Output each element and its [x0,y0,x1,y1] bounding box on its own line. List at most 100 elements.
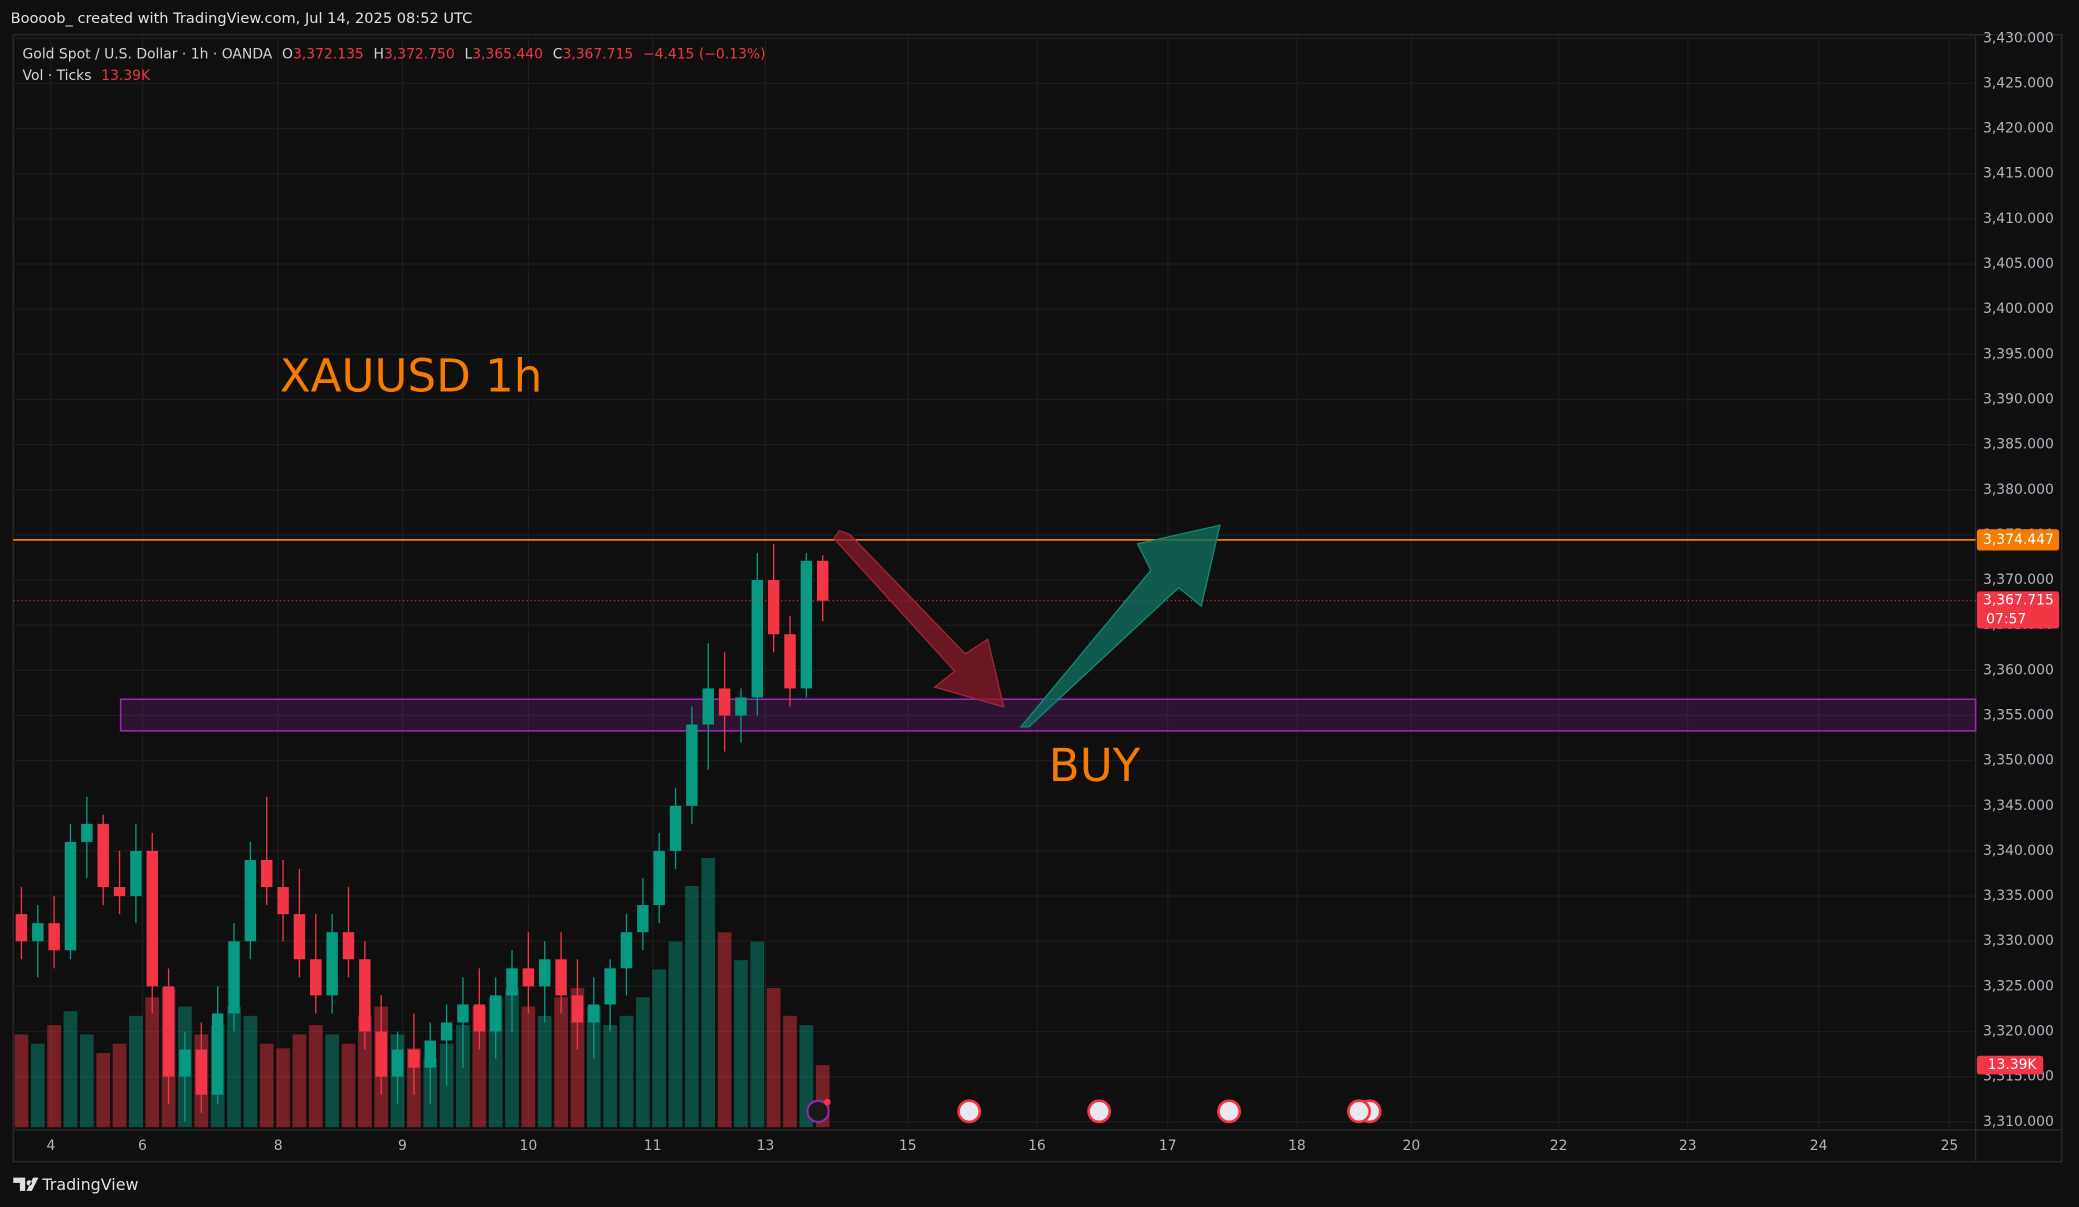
volume-bar [783,1015,797,1128]
event-icon [957,1099,982,1124]
legend-change: −4.415 (−0.13%) [643,47,766,63]
candle-body [571,995,584,1023]
volume-bar [766,988,781,1128]
candle-body [293,914,306,960]
y-tick-label: 3,385.000 [1983,437,2054,453]
volume-bar [717,932,732,1128]
price-tag [1976,529,2060,551]
plot: 3,310.0003,315.0003,320.0003,325.0003,33… [13,30,2060,1154]
volume-bar [701,858,716,1128]
x-tick-label: 9 [398,1138,407,1154]
legend-volume: Vol · Ticks 13.39K [23,68,151,84]
volume-bar [227,1006,241,1128]
candle-body [637,905,649,933]
volume-bar [456,1025,470,1128]
x-tick-label: 18 [1288,1138,1306,1154]
volume-bar [47,1025,61,1128]
last-price-tag [1976,591,2060,629]
event-icon [1347,1099,1371,1124]
candle-body [244,859,257,942]
candle-body [489,995,502,1032]
y-tick-label: 3,355.000 [1983,707,2054,723]
y-tick-label: 3,400.000 [1983,301,2054,317]
x-tick-label: 16 [1028,1138,1046,1154]
volume-bar [586,1006,601,1128]
volume-tag [1976,1055,2044,1075]
candle-body [228,941,240,1014]
x-tick-label: 23 [1679,1138,1697,1154]
candle-body [277,887,289,915]
volume-bar [63,1011,78,1128]
volume-bar [276,1048,290,1128]
x-tick-label: 13 [757,1138,775,1154]
annotation-title: XAUUSD 1h [280,349,543,402]
candle-body [440,1022,453,1041]
legend-symbol: Gold Spot / U.S. Dollar · 1h · OANDA [23,47,273,63]
ohlc-value: 3,372.135 [293,47,364,63]
candle-body [81,823,93,842]
header-title: Boooob_ created with TradingView.com, Ju… [11,10,473,27]
x-tick-label: 25 [1941,1138,1959,1154]
volume-bar [603,1025,617,1128]
event-dot [824,1098,831,1106]
y-tick-label: 3,345.000 [1983,798,2054,814]
events [806,1098,1382,1124]
volume-bar [668,941,683,1128]
annotation-buy: BUY [1049,739,1141,792]
candle-body [32,923,44,942]
ohlc-value: 3,367.715 [562,47,633,63]
volume-bar [734,960,748,1128]
volume-name: Vol · Ticks [23,68,92,84]
volume-tag-label: 13.39K [1988,1057,2038,1073]
volume-bar [505,988,519,1128]
candle-body [424,1040,436,1068]
y-tick-label: 3,370.000 [1983,572,2054,588]
y-tick-label: 3,320.000 [1983,1024,2054,1040]
legend: Gold Spot / U.S. Dollar · 1h · OANDA O3,… [23,47,766,63]
volume-bar [325,1034,339,1128]
volume-bar [112,1043,127,1128]
candle-body [408,1049,420,1068]
candle-body [588,1004,600,1023]
ohlc-key: C [553,47,563,63]
candle-body [669,805,682,851]
logo [13,1177,39,1191]
x-tick-label: 11 [644,1138,662,1154]
last-price-label: 3,367.715 [1983,593,2054,609]
x-tick-label: 4 [46,1138,55,1154]
volume-bar [635,997,650,1128]
candle-body [735,697,747,716]
volume-bar [79,1034,94,1128]
countdown: 07:57 [1986,611,2026,627]
y-tick-label: 3,415.000 [1983,166,2054,182]
ohlc-key: L [464,47,472,63]
volume-value: 13.39K [101,68,151,84]
volume-bar [472,1006,487,1128]
ohlc-value: 3,372.750 [384,47,455,63]
volume-bar [96,1052,111,1128]
volume-bar [570,988,585,1128]
volume-bar [30,1043,45,1128]
candle-body [195,1049,208,1095]
down-arrow [833,529,1005,708]
x-tick-label: 22 [1550,1138,1568,1154]
ohlc-key: O [282,47,293,63]
candle-body [506,968,518,996]
candle-body [97,823,109,888]
candle-body [130,850,142,897]
y-tick-label: 3,350.000 [1983,753,2054,769]
candle-body [113,887,126,897]
volume-bar [243,1015,258,1128]
candle-body [718,688,731,716]
y-tick-label: 3,425.000 [1983,75,2054,91]
x-tick-label: 24 [1810,1138,1828,1154]
volume-bar [652,969,667,1128]
footer: TradingView [13,1175,139,1194]
y-tick-label: 3,340.000 [1983,843,2054,859]
volume-bar [357,1015,372,1128]
volume-bar [537,1015,552,1128]
volume-bar [554,997,568,1128]
